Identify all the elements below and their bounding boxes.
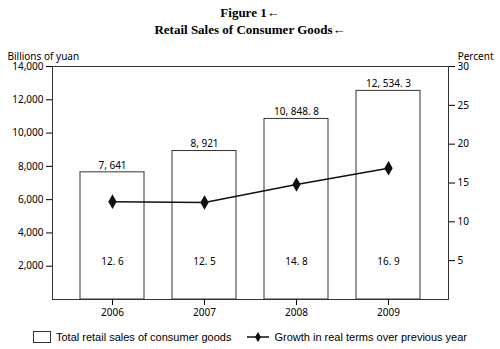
svg-text:4,000: 4,000 xyxy=(18,225,44,239)
svg-text:2008: 2008 xyxy=(285,305,308,319)
svg-text:15: 15 xyxy=(458,175,470,189)
svg-text:10,000: 10,000 xyxy=(12,125,44,139)
svg-text:14,000: 14,000 xyxy=(12,58,44,73)
svg-text:Billions of yuan: Billions of yuan xyxy=(8,49,80,63)
svg-text:2,000: 2,000 xyxy=(18,258,44,272)
svg-text:Percent: Percent xyxy=(458,49,494,63)
svg-text:8, 921: 8, 921 xyxy=(190,136,218,150)
svg-text:10, 848. 8: 10, 848. 8 xyxy=(274,104,319,118)
svg-text:2009: 2009 xyxy=(377,305,400,319)
svg-text:6,000: 6,000 xyxy=(18,192,44,206)
svg-text:5: 5 xyxy=(458,253,464,267)
svg-text:12, 534. 3: 12, 534. 3 xyxy=(366,76,411,90)
svg-text:7, 641: 7, 641 xyxy=(98,158,126,172)
html-text:Total retail sales of consumer: Total retail sales of consumer goods xyxy=(56,331,232,343)
svg-text:10: 10 xyxy=(458,214,470,228)
svg-text:16. 9: 16. 9 xyxy=(377,254,400,268)
html-text:Figure 1←: Figure 1← xyxy=(220,5,280,20)
html-text:Retail Sales of Consumer Goods: Retail Sales of Consumer Goods← xyxy=(154,22,346,37)
svg-text:14. 8: 14. 8 xyxy=(285,254,308,268)
svg-text:12. 5: 12. 5 xyxy=(193,254,216,268)
svg-text:2006: 2006 xyxy=(101,305,124,319)
html-text:Growth in real terms over prev: Growth in real terms over previous year xyxy=(274,331,467,343)
svg-text:30: 30 xyxy=(457,58,469,73)
svg-text:12. 6: 12. 6 xyxy=(101,254,124,268)
svg-text:20: 20 xyxy=(458,136,470,150)
svg-text:8,000: 8,000 xyxy=(18,159,44,173)
svg-text:2007: 2007 xyxy=(193,305,216,319)
svg-text:25: 25 xyxy=(458,98,470,112)
svg-text:12,000: 12,000 xyxy=(12,92,44,106)
